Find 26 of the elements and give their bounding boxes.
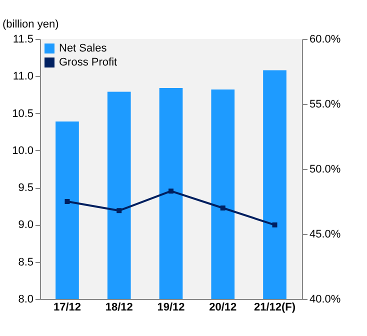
point <box>220 206 226 210</box>
y2-tick-label: 40.0% <box>310 294 341 306</box>
x-tick-label: 19/12 <box>157 302 185 314</box>
legend-label: Gross Profit <box>59 56 118 68</box>
point <box>272 222 278 228</box>
y-tick-label: 9.0 <box>18 219 34 232</box>
x-tick-label: 17/12 <box>53 302 82 314</box>
y-tick-label: 9.5 <box>18 182 34 194</box>
y-tick-label: 10.0 <box>12 144 34 157</box>
y2-tick-label: 55.0% <box>310 98 341 110</box>
y-tick-label: 8.0 <box>18 294 34 306</box>
x-tick-label: 21/12(F) <box>254 302 296 314</box>
y-tick-label: 11.5 <box>12 34 34 46</box>
y-axis-title: (billion yen) <box>2 18 59 30</box>
y2-tick-label: 45.0% <box>310 228 341 240</box>
y-tick-label: 10.5 <box>12 108 34 120</box>
y-tick-label: 8.5 <box>18 256 34 268</box>
point <box>116 208 122 214</box>
legend-label: Net Sales <box>59 42 108 54</box>
point <box>64 199 70 204</box>
x-tick-label: 20/12 <box>209 302 237 314</box>
y2-tick-label: 60.0% <box>310 34 341 46</box>
y2-tick-label: 50.0% <box>310 164 341 176</box>
x-tick-label: 18/12 <box>105 302 133 314</box>
y-tick-label: 11.0 <box>12 70 34 83</box>
point <box>168 188 174 194</box>
